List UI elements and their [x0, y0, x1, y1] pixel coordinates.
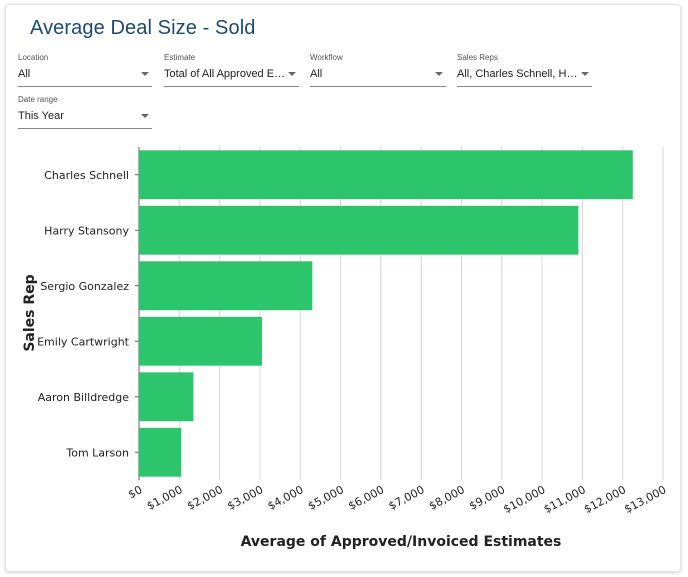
- x-tick-label: $7,000: [386, 483, 426, 513]
- bar[interactable]: [139, 316, 262, 366]
- x-tick-label: $1,000: [145, 483, 185, 513]
- y-tick-label: Harry Stansony: [44, 224, 129, 237]
- y-axis-title: Sales Rep: [22, 274, 38, 351]
- sales-reps-filter-label: Sales Reps: [457, 53, 498, 62]
- x-tick-label: $9,000: [467, 483, 507, 513]
- x-tick-label: $2,000: [185, 483, 225, 513]
- date-range-filter-label: Date range: [18, 95, 58, 104]
- date-range-filter[interactable]: Date range This Year: [18, 95, 152, 129]
- y-tick-label: Emily Cartwright: [37, 335, 130, 348]
- x-tick-label: $6,000: [346, 483, 386, 513]
- location-filter[interactable]: Location All: [18, 53, 152, 87]
- location-filter-label: Location: [18, 53, 49, 62]
- x-axis-title: Average of Approved/Invoiced Estimates: [241, 534, 562, 550]
- estimate-filter[interactable]: Estimate Total of All Approved Es...: [164, 53, 299, 87]
- bar[interactable]: [139, 261, 313, 311]
- x-tick-labels: $0 $1,000 $2,000 $3,000 $4,000 $5,000 $6,000 $7…: [126, 483, 668, 516]
- chevron-down-icon: [581, 72, 589, 76]
- x-tick-label: $12,000: [582, 483, 628, 516]
- x-tick-label: $3,000: [225, 483, 265, 513]
- y-tick-labels: Charles Schnell Harry Stansony Sergio Gonz…: [37, 169, 139, 459]
- grid-lines: [138, 147, 664, 480]
- chevron-down-icon: [435, 72, 443, 76]
- chevron-down-icon: [141, 114, 149, 118]
- bar[interactable]: [139, 150, 633, 200]
- bar[interactable]: [139, 372, 194, 422]
- page-title: Average Deal Size - Sold: [30, 17, 256, 39]
- bars: [139, 150, 633, 477]
- y-tick-label: Sergio Gonzalez: [40, 280, 129, 293]
- x-tick-label: $13,000: [622, 483, 668, 516]
- bar[interactable]: [139, 205, 579, 255]
- x-tick-label: $8,000: [427, 483, 467, 513]
- x-tick-label: $11,000: [542, 483, 588, 516]
- chevron-down-icon: [141, 72, 149, 76]
- y-tick-label: Charles Schnell: [44, 169, 129, 182]
- sales-reps-filter[interactable]: Sales Reps All, Charles Schnell, Harr...: [457, 53, 592, 87]
- y-tick-label: Aaron Billdredge: [38, 391, 129, 404]
- bar[interactable]: [139, 427, 182, 477]
- x-tick-label: $4,000: [266, 483, 306, 513]
- workflow-filter[interactable]: Workflow All: [310, 53, 446, 87]
- chart-card: [5, 4, 681, 572]
- y-tick-label: Tom Larson: [65, 446, 129, 459]
- x-tick-label: $10,000: [501, 483, 547, 516]
- chevron-down-icon: [288, 72, 296, 76]
- x-tick-label: $5,000: [306, 483, 346, 513]
- x-tick-label: $0: [126, 483, 144, 501]
- workflow-filter-label: Workflow: [310, 53, 343, 62]
- estimate-filter-label: Estimate: [164, 53, 196, 62]
